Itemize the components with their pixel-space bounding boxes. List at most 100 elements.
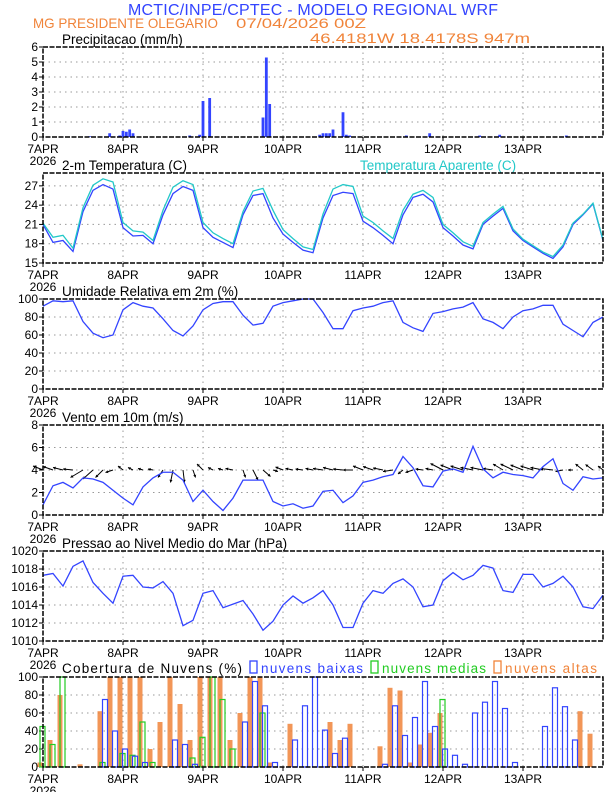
precip-bar <box>108 133 112 137</box>
x-tick-label: 10APR <box>264 772 302 786</box>
cloud-bar-low <box>541 725 549 768</box>
cloud-bar-high <box>397 690 403 767</box>
wind-vector-head <box>440 464 444 468</box>
x-tick-label: 8APR <box>107 646 139 660</box>
precip-bar <box>208 98 212 137</box>
cloud-bar-high <box>327 722 333 767</box>
pressure-title: Pressao ao Nivel Medio do Mar (hPa) <box>62 536 287 551</box>
wind-vector-head <box>70 474 74 478</box>
y-tick-label: 18 <box>25 237 39 251</box>
cloud-bar-high <box>107 677 113 767</box>
x-year-label: 2026 <box>30 784 57 792</box>
x-tick-label: 9APR <box>187 646 219 660</box>
wind-vector-head <box>568 468 571 472</box>
legend-mid-cloud-swatch <box>370 660 379 674</box>
x-year-label: 2026 <box>30 154 57 168</box>
x-tick-label: 7APR <box>27 394 59 408</box>
wind-vector-head <box>373 466 376 471</box>
cloud-bar-high <box>157 722 163 767</box>
cloud-bar-high <box>387 687 393 767</box>
x-tick-label: 11APR <box>344 142 381 156</box>
y-tick-label: 21 <box>25 217 39 231</box>
wind-vector-head <box>128 467 131 471</box>
x-tick-label: 9APR <box>187 268 219 282</box>
panel-1: 15 18 21 24 27 7APR 8APR 9APR 10APR 11APR 12APR 13A… <box>25 172 604 294</box>
y-tick-label: 5 <box>31 55 38 69</box>
precip-bar <box>328 133 332 137</box>
cloud-bar-high <box>267 762 273 767</box>
precip-bar <box>261 117 265 137</box>
temp-title: 2-m Temperatura (C) <box>62 158 187 173</box>
series-line-speed <box>42 444 604 512</box>
plot-frame <box>42 172 604 264</box>
y-tick-label: 4 <box>31 463 38 477</box>
precip-bar <box>198 134 202 137</box>
wind-vector-head <box>138 467 141 471</box>
y-tick-label: 100 <box>18 670 38 684</box>
cloud-bar-low <box>251 680 259 768</box>
precip-bar <box>321 133 325 137</box>
y-tick-label: 6 <box>31 40 38 54</box>
x-tick-label: 8APR <box>107 394 139 408</box>
series-line-rh <box>42 298 604 339</box>
x-tick-label: 13APR <box>504 268 542 282</box>
cloud-bar-high <box>97 711 103 767</box>
cloud-bar-high <box>77 764 83 767</box>
cloud-bar-low <box>571 739 579 768</box>
precip-bar <box>121 131 125 137</box>
cloud-bar-low <box>471 712 479 768</box>
series-line-mslp <box>42 559 604 632</box>
x-tick-label: 7APR <box>27 772 59 786</box>
x-tick-label: 9APR <box>187 142 219 156</box>
precip-bar <box>201 101 205 137</box>
y-tick-label: 8 <box>31 418 38 432</box>
wind-vector-head <box>323 466 326 470</box>
apparent-temp-legend: Temperatura Aparente (C) <box>360 158 516 173</box>
cloud-bar-high <box>427 732 433 767</box>
x-tick-label: 13APR <box>504 142 542 156</box>
x-tick-label: 12APR <box>424 394 462 408</box>
y-tick-label: 20 <box>25 364 39 378</box>
plot-frame <box>42 676 604 768</box>
legend-high-cloud-swatch <box>493 660 502 674</box>
cloud-bar-high <box>287 723 293 767</box>
wind-vector-head <box>363 465 366 469</box>
y-tick-label: 80 <box>25 688 39 702</box>
y-tick-label: 1016 <box>11 580 38 594</box>
x-tick-label: 12APR <box>424 772 462 786</box>
y-tick-label: 6 <box>31 441 38 455</box>
y-tick-label: 24 <box>25 198 39 212</box>
cloud-bar-low <box>241 721 249 768</box>
x-tick-label: 9APR <box>187 520 219 534</box>
cloud-bar-low <box>451 754 459 768</box>
panel-5: 0 20 40 60 80 100 7APR 8APR 9APR 10APR 11APR 12APR 1… <box>18 670 604 792</box>
plot-frame <box>42 424 604 516</box>
y-tick-label: 80 <box>25 310 39 324</box>
legend-high-cloud: nuvens altas <box>505 661 597 676</box>
cloud-bar-low <box>101 698 109 768</box>
cloud-bar-high <box>127 677 133 767</box>
x-year-label: 2026 <box>30 406 57 420</box>
panel-3: 0 2 4 6 8 7APR 8APR 9APR 10APR 11APR 12APR 13APR 202… <box>27 418 604 546</box>
y-tick-label: 4 <box>31 70 38 84</box>
wind-vector-head <box>275 466 279 470</box>
x-year-label: 2026 <box>30 658 57 672</box>
cloud-bar-high <box>187 740 193 767</box>
cloud-bar-low <box>401 734 409 768</box>
wind-vector-head <box>275 469 278 473</box>
wind-vector-head <box>313 467 316 471</box>
cloud-bar-low <box>411 716 419 768</box>
wind-vector-head <box>197 464 200 467</box>
wind-vector-head <box>415 467 419 471</box>
rh-title: Umidade Relativa em 2m (%) <box>62 284 238 299</box>
y-tick-label: 0 <box>31 130 38 144</box>
y-tick-label: 3 <box>31 85 38 99</box>
panel-4: 1010 1012 1014 1016 1018 1020 7APR 8APR 9APR 10AP… <box>11 544 604 672</box>
cloud-bar-high <box>147 749 153 767</box>
cloud-bar-high <box>177 704 183 767</box>
wind-vector-head <box>95 474 99 478</box>
cloud-bar-low <box>181 743 189 768</box>
cloud-bar-low <box>291 739 299 768</box>
x-tick-label: 12APR <box>424 646 462 660</box>
wind-vector-head <box>470 466 474 470</box>
